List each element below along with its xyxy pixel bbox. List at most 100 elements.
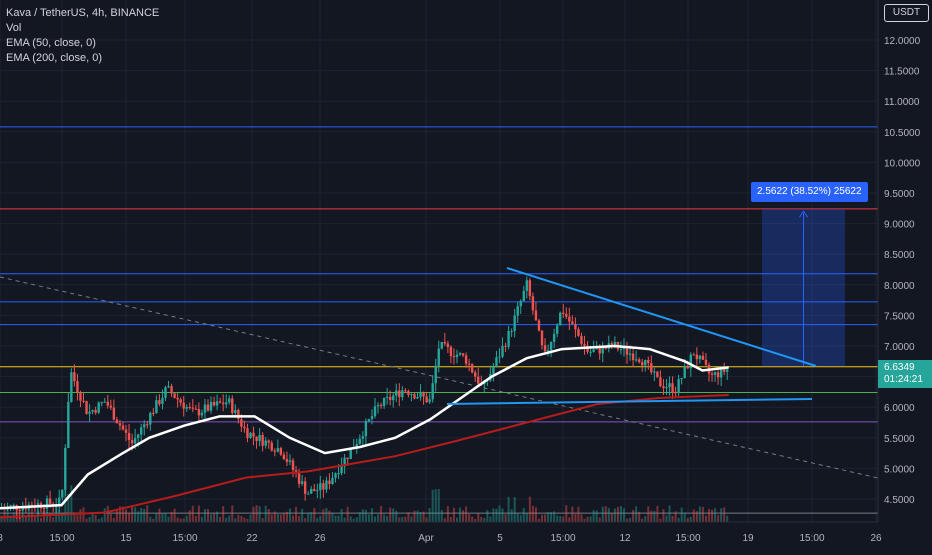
candle-body[interactable] xyxy=(683,366,686,378)
candle-body[interactable] xyxy=(510,331,513,333)
currency-selector[interactable]: USDT xyxy=(884,4,929,22)
candle-body[interactable] xyxy=(464,355,468,364)
candle-body[interactable] xyxy=(513,315,516,332)
candle-body[interactable] xyxy=(568,316,571,322)
candle-body[interactable] xyxy=(373,406,377,417)
candle-body[interactable] xyxy=(319,483,322,491)
candle-body[interactable] xyxy=(392,395,395,401)
candle-body[interactable] xyxy=(358,438,362,444)
candle-body[interactable] xyxy=(297,473,301,484)
candle-body[interactable] xyxy=(313,489,316,492)
candle-body[interactable] xyxy=(580,335,583,345)
candle-body[interactable] xyxy=(404,390,407,392)
candle-body[interactable] xyxy=(555,325,559,334)
candle-body[interactable] xyxy=(231,398,234,414)
candle-body[interactable] xyxy=(240,419,243,427)
candle-body[interactable] xyxy=(340,466,343,474)
candle-body[interactable] xyxy=(565,313,568,317)
candle-body[interactable] xyxy=(659,377,662,387)
candle-body[interactable] xyxy=(692,354,696,356)
candle-body[interactable] xyxy=(677,379,680,393)
candle-body[interactable] xyxy=(48,498,52,504)
candle-body[interactable] xyxy=(562,312,565,314)
candle-body[interactable] xyxy=(322,483,325,490)
candle-body[interactable] xyxy=(185,406,188,409)
candle-body[interactable] xyxy=(310,489,313,494)
candle-body[interactable] xyxy=(94,410,97,413)
candle-body[interactable] xyxy=(355,443,358,449)
candle-body[interactable] xyxy=(200,412,204,416)
candle-body[interactable] xyxy=(410,394,413,396)
candle-body[interactable] xyxy=(155,400,158,414)
candle-body[interactable] xyxy=(370,416,374,419)
candle-body[interactable] xyxy=(525,280,529,291)
candle-body[interactable] xyxy=(124,429,128,433)
candle-body[interactable] xyxy=(346,457,349,459)
candle-body[interactable] xyxy=(215,401,219,406)
candle-body[interactable] xyxy=(367,418,371,422)
candle-body[interactable] xyxy=(76,381,79,393)
candle-body[interactable] xyxy=(158,400,161,404)
candle-body[interactable] xyxy=(179,399,182,403)
candle-body[interactable] xyxy=(647,359,650,364)
candle-body[interactable] xyxy=(504,345,507,347)
candle-body[interactable] xyxy=(273,450,276,452)
candle-body[interactable] xyxy=(574,323,577,330)
candle-body[interactable] xyxy=(152,412,155,414)
candle-body[interactable] xyxy=(73,372,76,382)
candle-body[interactable] xyxy=(127,432,131,441)
candle-body[interactable] xyxy=(552,333,556,342)
legend-symbol[interactable]: Kava / TetherUS, 4h, BINANCE xyxy=(6,7,160,19)
candle-body[interactable] xyxy=(519,300,522,307)
candle-body[interactable] xyxy=(221,402,225,405)
candle-body[interactable] xyxy=(206,404,210,411)
lower-triangle-trendline[interactable] xyxy=(446,398,813,405)
candle-body[interactable] xyxy=(167,386,170,388)
candle-body[interactable] xyxy=(501,345,504,357)
candle-body[interactable] xyxy=(255,436,258,441)
candle-body[interactable] xyxy=(97,402,100,413)
candle-body[interactable] xyxy=(716,372,720,378)
candle-body[interactable] xyxy=(121,425,125,430)
candle-body[interactable] xyxy=(118,423,122,426)
candle-body[interactable] xyxy=(546,350,550,352)
candle-body[interactable] xyxy=(267,440,270,443)
candle-body[interactable] xyxy=(234,409,237,414)
candle-body[interactable] xyxy=(428,399,431,403)
candle-body[interactable] xyxy=(537,320,541,331)
candle-body[interactable] xyxy=(577,329,580,336)
candle-body[interactable] xyxy=(291,460,295,471)
candle-body[interactable] xyxy=(407,391,410,395)
candle-body[interactable] xyxy=(12,504,15,506)
candle-body[interactable] xyxy=(143,424,146,428)
candle-body[interactable] xyxy=(85,401,88,414)
candle-body[interactable] xyxy=(540,330,544,346)
measurement-label[interactable]: 2.5622 (38.52%) 25622 xyxy=(751,182,868,202)
candle-body[interactable] xyxy=(522,290,525,301)
candle-body[interactable] xyxy=(674,392,677,394)
candle-body[interactable] xyxy=(70,372,73,402)
candle-body[interactable] xyxy=(589,351,592,353)
candle-body[interactable] xyxy=(139,427,143,435)
candle-body[interactable] xyxy=(695,354,699,360)
candle-body[interactable] xyxy=(701,355,705,360)
candle-body[interactable] xyxy=(379,404,383,406)
candle-body[interactable] xyxy=(549,341,553,351)
candle-body[interactable] xyxy=(58,497,61,506)
candle-body[interactable] xyxy=(571,321,574,324)
candle-body[interactable] xyxy=(112,407,116,420)
candle-body[interactable] xyxy=(279,448,283,455)
candle-body[interactable] xyxy=(249,432,252,439)
dashed-trendline[interactable] xyxy=(0,276,879,479)
candle-body[interactable] xyxy=(413,394,416,399)
candle-body[interactable] xyxy=(288,460,292,462)
candle-body[interactable] xyxy=(161,397,164,404)
candle-body[interactable] xyxy=(516,306,519,316)
candle-body[interactable] xyxy=(382,397,386,406)
candle-body[interactable] xyxy=(437,348,440,366)
candle-body[interactable] xyxy=(328,480,331,484)
candle-body[interactable] xyxy=(364,421,368,437)
candle-body[interactable] xyxy=(188,406,191,408)
candle-body[interactable] xyxy=(698,355,702,360)
